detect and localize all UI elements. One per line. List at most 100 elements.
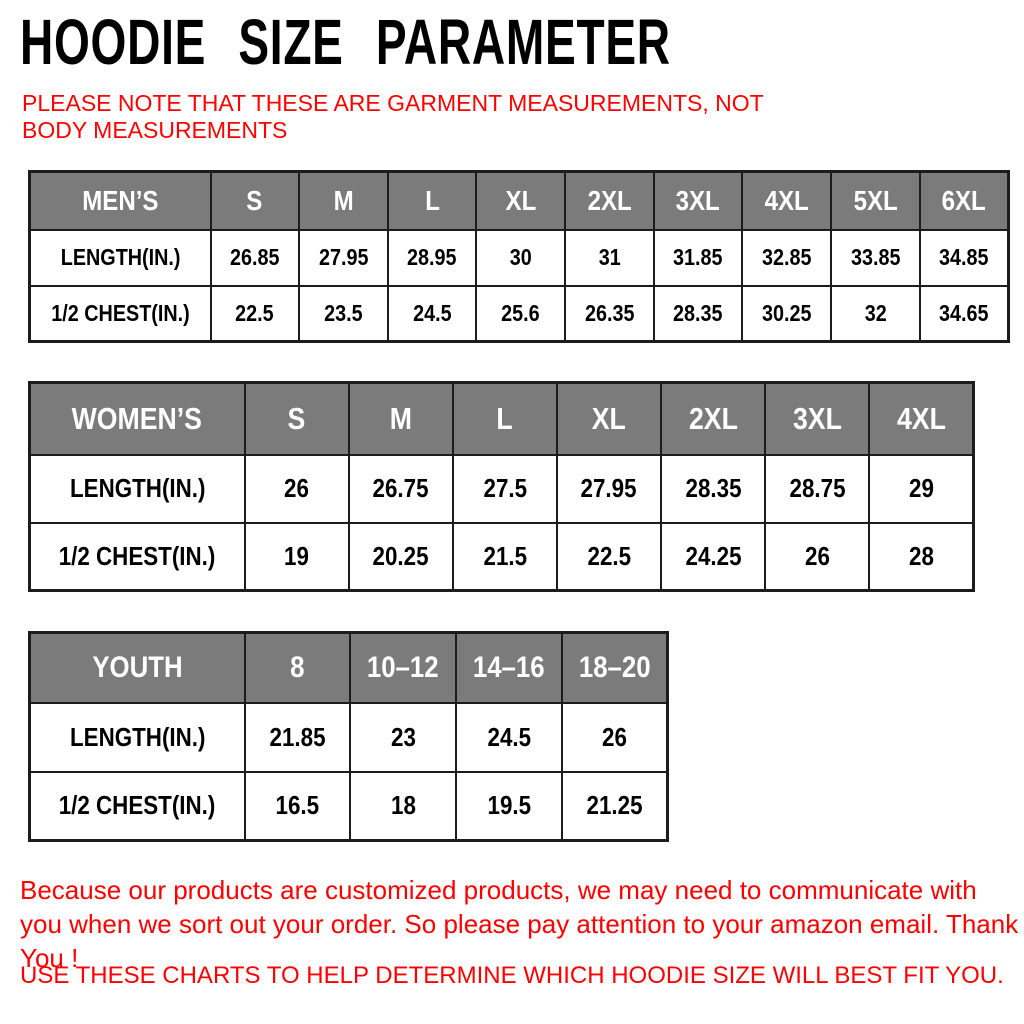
mens-size-table-grid: MEN’S S M L XL 2XL 3XL 4XL 5XL 6XL LENGTH(IN.) 26.8… <box>28 170 1010 343</box>
mens-row-label-text: LENGTH(IN.) <box>60 244 181 270</box>
womens-size-col-header-text: M <box>389 400 412 436</box>
youth-value-cell-text: 21.25 <box>586 790 643 821</box>
womens-value-cell: 26.75 <box>347 453 454 524</box>
fit-guidance-note: USE THESE CHARTS TO HELP DETERMINE WHICH… <box>20 962 1004 989</box>
mens-size-col-header: XL <box>475 170 567 231</box>
mens-value-cell: 31 <box>564 228 655 287</box>
mens-value-cell: 33.85 <box>830 228 921 287</box>
youth-value-cell: 23 <box>349 701 457 773</box>
womens-size-col-header-text: 3XL <box>792 400 842 436</box>
mens-size-col-header: 3XL <box>652 170 744 231</box>
mens-size-col-header-text: M <box>333 184 354 216</box>
garment-measurement-note: PLEASE NOTE THAT THESE ARE GARMENT MEASU… <box>22 90 764 143</box>
youth-value-cell-text: 19.5 <box>487 790 531 821</box>
mens-size-col-header: 6XL <box>918 170 1010 231</box>
youth-row-label: 1/2 CHEST(IN.) <box>28 770 246 842</box>
mens-value-cell: 24.5 <box>386 284 478 343</box>
mens-size-col-header: 4XL <box>741 170 833 231</box>
mens-value-cell-text: 24.5 <box>412 299 452 326</box>
womens-group-label: WOMEN’S <box>28 381 246 456</box>
womens-value-cell: 26 <box>243 453 350 524</box>
womens-value-cell-text: 26 <box>804 540 830 571</box>
youth-size-col-header: 18–20 <box>560 631 669 704</box>
mens-size-col-header: 2XL <box>564 170 655 231</box>
youth-row-label-text: LENGTH(IN.) <box>69 721 205 752</box>
mens-value-cell: 27.95 <box>298 228 389 287</box>
mens-value-cell: 32.85 <box>741 228 833 287</box>
youth-group-label-text: YOUTH <box>92 650 183 684</box>
youth-value-cell: 16.5 <box>243 770 352 842</box>
womens-value-cell-text: 27.95 <box>581 473 637 503</box>
youth-size-col-header-text: 18–20 <box>578 650 651 684</box>
womens-value-cell: 26 <box>764 521 871 592</box>
womens-size-col-header: 3XL <box>764 381 871 456</box>
mens-value-cell-text: 26.35 <box>584 299 635 326</box>
mens-value-cell-text: 32 <box>864 299 887 326</box>
mens-value-cell: 34.85 <box>918 228 1010 287</box>
womens-value-cell-text: 28 <box>908 540 934 571</box>
mens-row-label: LENGTH(IN.) <box>28 228 212 287</box>
mens-value-cell-text: 32.85 <box>762 244 812 270</box>
womens-value-cell: 20.25 <box>347 521 454 592</box>
mens-value-cell: 28.95 <box>386 228 478 287</box>
mens-value-cell-text: 30.25 <box>762 299 812 326</box>
mens-measure-row: 1/2 CHEST(IN.) 22.5 23.5 24.5 25.6 26.35 28.35… <box>28 284 1010 343</box>
mens-size-col-header: 5XL <box>830 170 921 231</box>
womens-value-cell: 27.5 <box>451 453 558 524</box>
youth-value-cell-text: 24.5 <box>487 721 531 752</box>
womens-row-label-text: LENGTH(IN.) <box>69 473 205 503</box>
womens-size-col-header-text: XL <box>591 400 627 436</box>
mens-size-col-header: L <box>386 170 478 231</box>
womens-size-col-header: L <box>451 381 558 456</box>
womens-measure-row: LENGTH(IN.) 26 26.75 27.5 27.95 28.35 28.75 29 <box>28 453 975 524</box>
mens-value-cell-text: 30 <box>509 244 532 270</box>
youth-value-cell-text: 16.5 <box>275 790 320 821</box>
youth-header-row: YOUTH 8 10–12 14–16 18–20 <box>28 631 669 704</box>
mens-group-label-text: MEN’S <box>82 184 159 216</box>
womens-row-label-text: 1/2 CHEST(IN.) <box>58 540 216 571</box>
mens-value-cell: 30.25 <box>741 284 833 343</box>
mens-row-label: 1/2 CHEST(IN.) <box>28 284 212 343</box>
mens-value-cell-text: 22.5 <box>235 299 275 326</box>
mens-header-row: MEN’S S M L XL 2XL 3XL 4XL 5XL 6XL <box>28 170 1010 231</box>
womens-row-label: 1/2 CHEST(IN.) <box>28 521 246 592</box>
womens-size-col-header: S <box>243 381 350 456</box>
mens-size-col-header: S <box>209 170 301 231</box>
womens-row-label: LENGTH(IN.) <box>28 453 246 524</box>
mens-value-cell-text: 25.6 <box>501 299 541 326</box>
mens-value-cell: 25.6 <box>475 284 567 343</box>
mens-value-cell-text: 31.85 <box>673 244 723 270</box>
youth-value-cell: 26 <box>560 701 669 773</box>
mens-size-table: MEN’S S M L XL 2XL 3XL 4XL 5XL 6XL LENGTH(IN.) 26.8… <box>28 170 1010 343</box>
youth-group-label: YOUTH <box>28 631 246 704</box>
womens-value-cell: 27.95 <box>555 453 663 524</box>
womens-header-row: WOMEN’S S M L XL 2XL 3XL 4XL <box>28 381 975 456</box>
youth-size-col-header: 8 <box>243 631 352 704</box>
womens-size-col-header: 4XL <box>868 381 975 456</box>
womens-value-cell-text: 27.5 <box>483 473 527 503</box>
womens-value-cell: 28.35 <box>660 453 767 524</box>
womens-size-col-header-text: S <box>287 400 306 436</box>
mens-value-cell: 31.85 <box>652 228 744 287</box>
youth-value-cell-text: 23 <box>390 721 416 752</box>
womens-value-cell-text: 19 <box>284 540 310 571</box>
womens-value-cell-text: 28.75 <box>789 473 846 503</box>
mens-value-cell: 32 <box>830 284 921 343</box>
youth-value-cell-text: 26 <box>601 721 627 752</box>
mens-size-col-header-text: 6XL <box>941 184 986 216</box>
youth-value-cell: 19.5 <box>455 770 563 842</box>
youth-size-col-header: 14–16 <box>455 631 563 704</box>
mens-value-cell-text: 34.65 <box>939 299 989 326</box>
mens-value-cell: 30 <box>475 228 567 287</box>
mens-size-col-header-text: 2XL <box>587 184 632 216</box>
mens-value-cell-text: 26.85 <box>230 244 280 270</box>
womens-size-col-header: M <box>347 381 454 456</box>
womens-value-cell: 29 <box>868 453 975 524</box>
mens-size-col-header-text: L <box>424 184 440 216</box>
mens-value-cell: 26.85 <box>209 228 301 287</box>
womens-value-cell: 19 <box>243 521 350 592</box>
mens-value-cell-text: 34.85 <box>939 244 989 270</box>
youth-size-col-header-text: 14–16 <box>472 650 545 684</box>
youth-size-table: YOUTH 8 10–12 14–16 18–20 LENGTH(IN.) 21.85 23 2… <box>28 631 669 842</box>
